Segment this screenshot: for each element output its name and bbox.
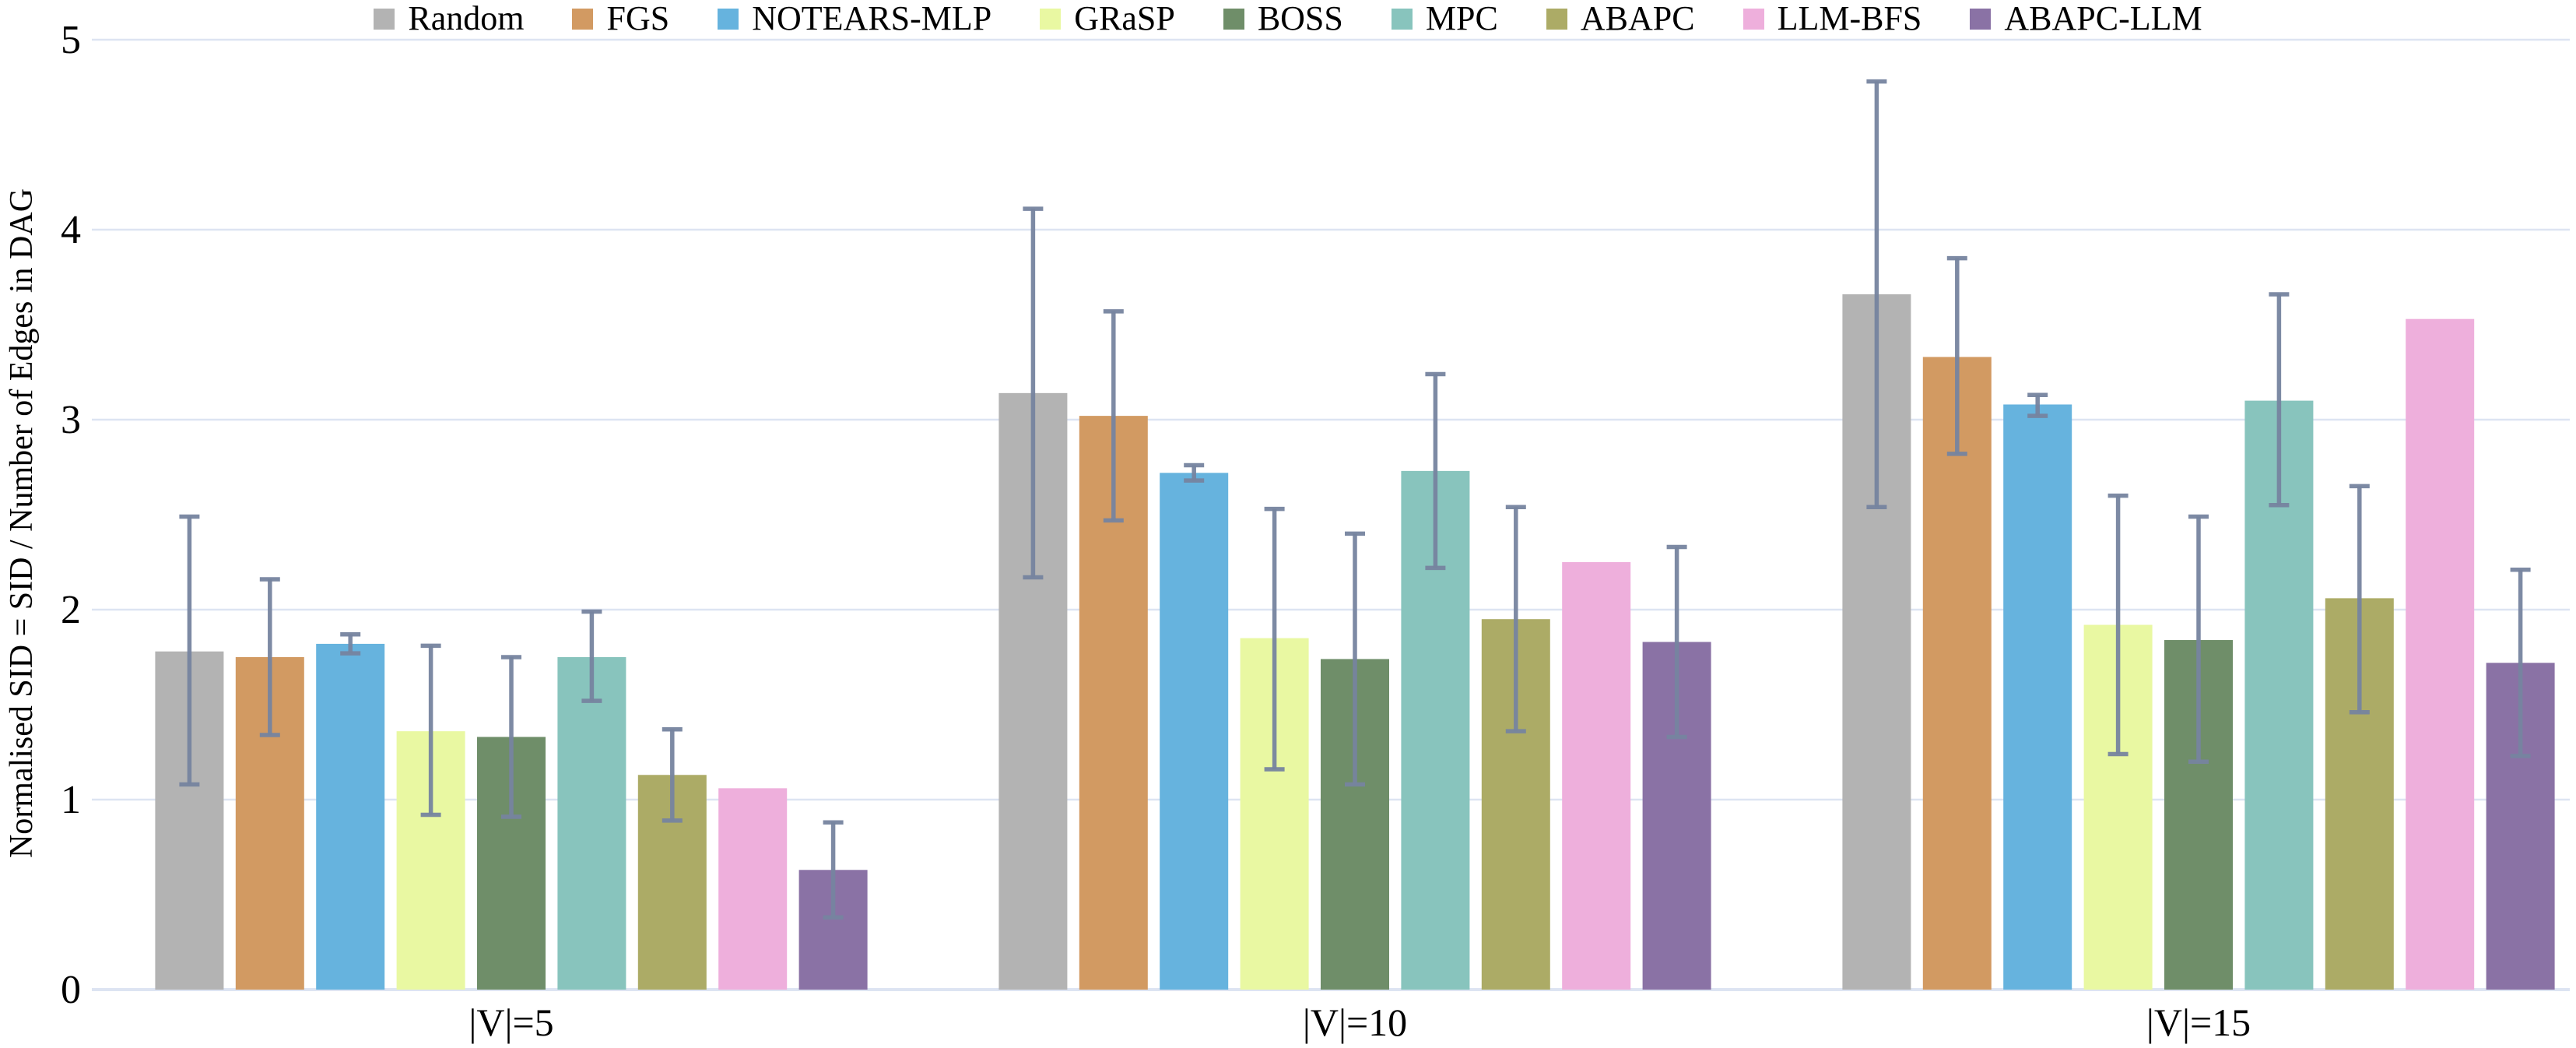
bar bbox=[1562, 562, 1631, 990]
bar bbox=[2406, 318, 2475, 990]
y-tick-label: 5 bbox=[61, 18, 81, 62]
error-bar bbox=[1345, 531, 1365, 787]
error-bar bbox=[2107, 493, 2129, 757]
bar bbox=[718, 788, 788, 990]
error-bar bbox=[501, 655, 521, 819]
error-bar bbox=[2269, 292, 2290, 508]
y-tick-label: 4 bbox=[61, 208, 81, 252]
error-bar bbox=[1103, 309, 1124, 523]
error-bar bbox=[662, 726, 683, 823]
error-bar bbox=[259, 577, 280, 737]
error-bar bbox=[179, 514, 200, 787]
error-bar bbox=[2510, 568, 2531, 758]
error-bar bbox=[340, 631, 361, 656]
y-tick-label: 1 bbox=[61, 778, 81, 822]
error-bar bbox=[1666, 544, 1687, 740]
error-bar bbox=[1866, 79, 1887, 509]
error-bar bbox=[581, 609, 602, 703]
y-tick-label: 3 bbox=[61, 398, 81, 442]
bar bbox=[1160, 473, 1229, 990]
y-tick-label: 2 bbox=[61, 588, 81, 632]
error-bar bbox=[420, 643, 441, 818]
y-tick-label: 0 bbox=[61, 968, 81, 1012]
bar bbox=[557, 657, 626, 990]
bar bbox=[2003, 404, 2072, 990]
error-bar bbox=[1946, 255, 1967, 456]
x-tick-label: |V|=10 bbox=[1303, 1001, 1407, 1044]
bar bbox=[316, 643, 385, 990]
x-tick-label: |V|=5 bbox=[469, 1001, 553, 1044]
error-bar bbox=[1184, 462, 1205, 483]
error-bar bbox=[1023, 206, 1044, 580]
error-bar bbox=[1505, 505, 1526, 733]
error-bar bbox=[2027, 392, 2048, 418]
x-tick-label: |V|=15 bbox=[2146, 1001, 2251, 1044]
error-bar bbox=[823, 820, 844, 920]
error-bar bbox=[1425, 371, 1446, 571]
error-bar bbox=[2188, 514, 2209, 764]
bar bbox=[1922, 357, 1992, 990]
error-bar bbox=[1264, 506, 1285, 772]
error-bar bbox=[2349, 484, 2370, 715]
